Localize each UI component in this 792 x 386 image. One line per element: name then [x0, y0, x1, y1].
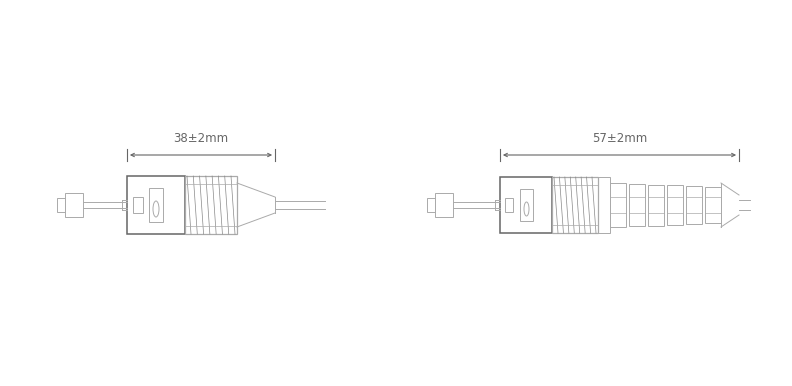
- Bar: [127, 176, 185, 234]
- Bar: [520, 189, 533, 221]
- Bar: [505, 198, 513, 212]
- Text: 57±2mm: 57±2mm: [592, 132, 647, 145]
- Bar: [705, 187, 721, 223]
- Bar: [435, 193, 453, 217]
- Text: 38±2mm: 38±2mm: [173, 132, 229, 145]
- Bar: [185, 176, 237, 234]
- Bar: [552, 177, 598, 233]
- Bar: [667, 185, 683, 225]
- Bar: [57, 198, 65, 212]
- Bar: [686, 186, 702, 224]
- Bar: [610, 183, 626, 227]
- Bar: [427, 198, 435, 212]
- Bar: [648, 185, 664, 225]
- Bar: [133, 197, 143, 213]
- Bar: [629, 184, 645, 226]
- Bar: [598, 177, 610, 233]
- Bar: [65, 193, 83, 217]
- Bar: [149, 188, 163, 222]
- Bar: [500, 177, 552, 233]
